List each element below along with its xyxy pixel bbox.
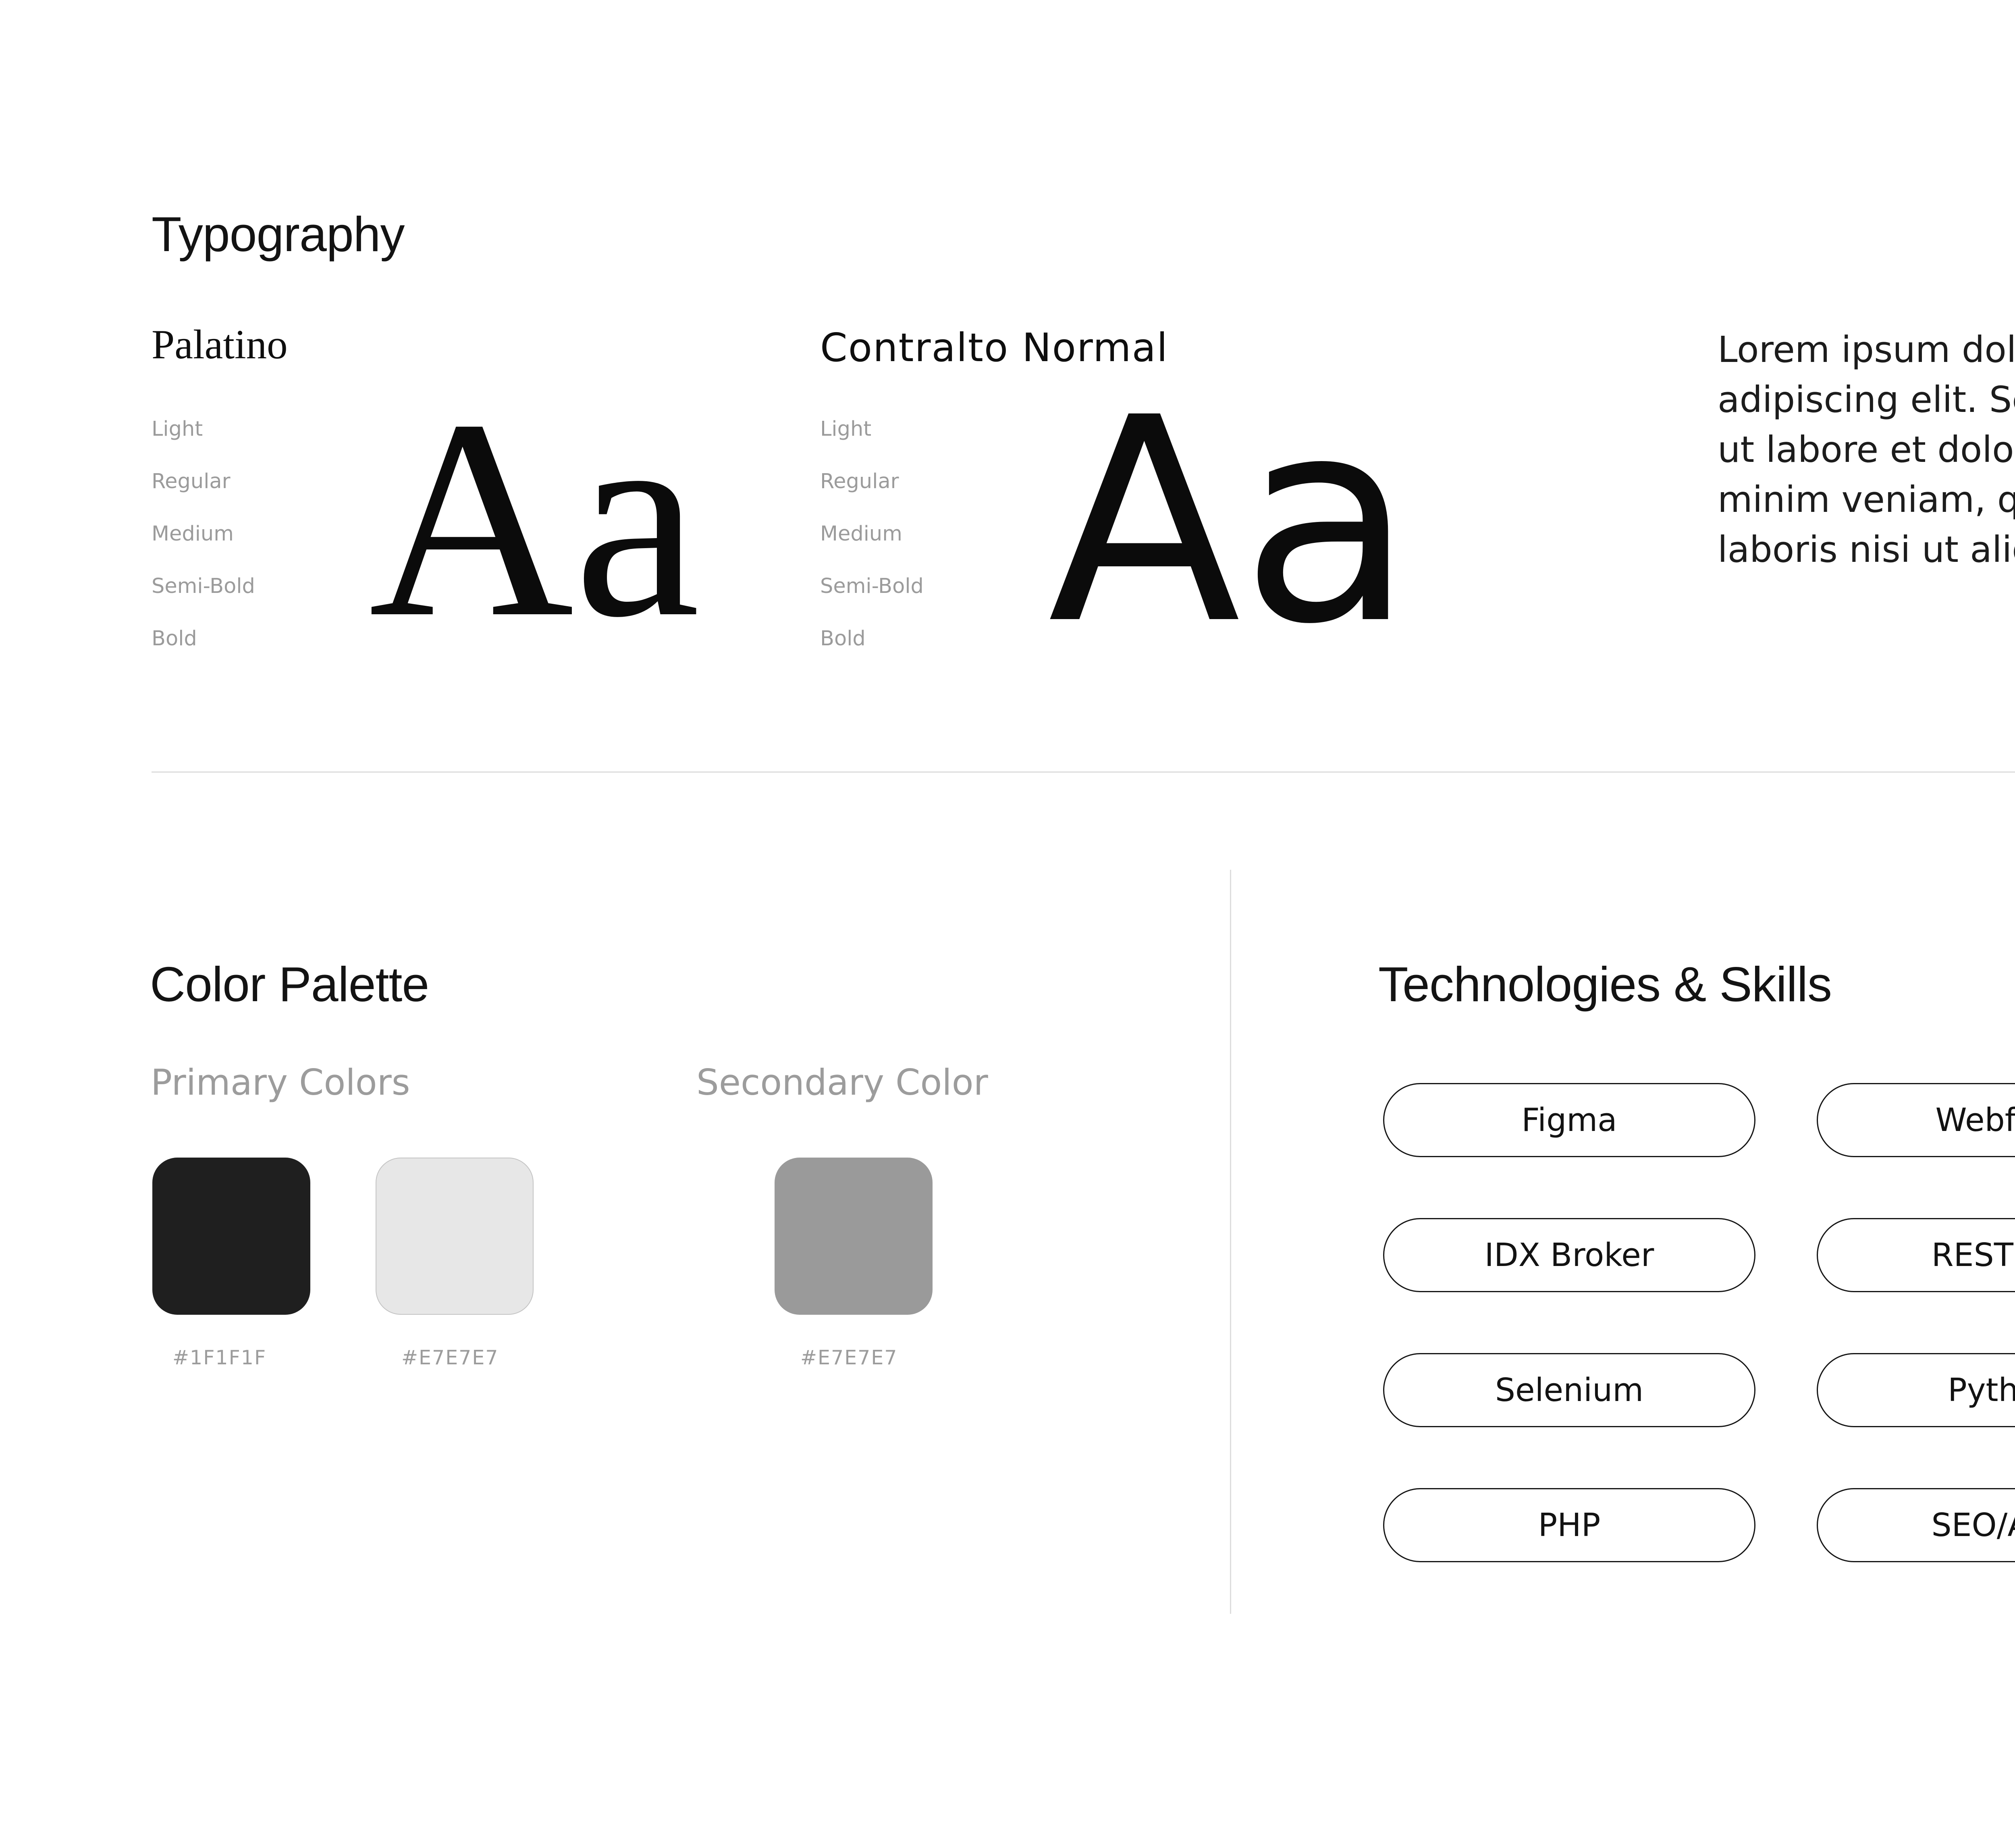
- font-weight-item: Regular: [820, 470, 899, 493]
- sample-paragraph: Lorem ipsum dolor sit amet, consectetur …: [1718, 324, 2015, 574]
- sample-paragraph-line: ut labore et dolore magna aliqua. Ut eni…: [1718, 428, 2015, 470]
- font-weight-list-contralto: Light Regular Medium Semi-Bold Bold: [820, 403, 924, 665]
- sample-paragraph-line: minim veniam, quis nostrud exercitation …: [1718, 478, 2015, 520]
- hex-label-dark: #1F1F1F: [172, 1346, 267, 1369]
- font-weight-item: Light: [152, 417, 203, 441]
- color-swatch-light: [376, 1158, 534, 1315]
- sample-paragraph-line: adipiscing elit. Sed do eiusmod tempor i…: [1718, 378, 2015, 420]
- typography-heading: Typography: [152, 206, 405, 262]
- hex-label-secondary: #E7E7E7: [800, 1346, 898, 1369]
- sample-paragraph-line: laboris nisi ut aliquip ex ea commodo co…: [1718, 528, 2015, 570]
- font-weight-item: Bold: [820, 627, 866, 651]
- hex-label-light: #E7E7E7: [401, 1346, 499, 1369]
- vertical-divider: [1230, 870, 1231, 1614]
- font-specimen-contralto: Aa: [1048, 358, 1414, 686]
- font-weight-item: Semi-Bold: [820, 574, 924, 598]
- color-swatch-dark: [152, 1158, 310, 1315]
- skill-pill-idx-broker: IDX Broker: [1383, 1218, 1755, 1292]
- color-palette-heading: Color Palette: [150, 956, 429, 1012]
- font-weight-item: Semi-Bold: [152, 574, 255, 598]
- font-weight-item: Medium: [152, 522, 234, 546]
- skill-pill-selenium: Selenium: [1383, 1353, 1755, 1427]
- font-name-contralto: Contralto Normal: [820, 325, 1169, 370]
- skill-pill-figma: Figma: [1383, 1083, 1755, 1157]
- color-swatch-secondary: [775, 1158, 933, 1315]
- skill-pill-python: Python: [1817, 1353, 2015, 1427]
- skill-pill-webflow: Webflow: [1817, 1083, 2015, 1157]
- font-weight-list-palatino: Light Regular Medium Semi-Bold Bold: [152, 403, 255, 665]
- primary-colors-label: Primary Colors: [151, 1062, 410, 1103]
- font-weight-item: Regular: [152, 470, 231, 493]
- skills-pill-grid: Figma Webflow HTML/CSS IDX Broker REST A…: [1383, 1083, 2015, 1562]
- horizontal-divider: [152, 771, 2015, 773]
- font-weight-item: Light: [820, 417, 872, 441]
- sample-paragraph-line: Lorem ipsum dolor sit amet, consectetur: [1718, 328, 2015, 370]
- font-specimen-palatino: Aa: [369, 362, 700, 676]
- font-weight-item: Bold: [152, 627, 197, 651]
- skill-pill-seo-aeo: SEO/AEO: [1817, 1488, 2015, 1562]
- skill-pill-rest-api: REST Api: [1817, 1218, 2015, 1292]
- font-weight-item: Medium: [820, 522, 902, 546]
- skills-heading: Technologies & Skills: [1378, 956, 1832, 1012]
- secondary-color-label: Secondary Color: [696, 1062, 988, 1103]
- font-name-palatino: Palatino: [152, 322, 288, 368]
- skill-pill-php: PHP: [1383, 1488, 1755, 1562]
